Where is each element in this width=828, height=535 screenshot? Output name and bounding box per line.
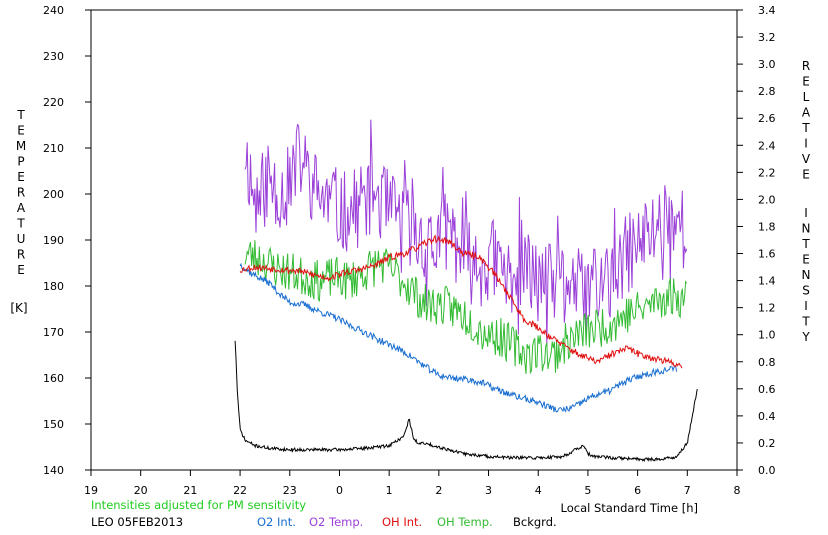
x-tick-label: 2 — [435, 484, 442, 497]
x-tick-label: 20 — [134, 484, 148, 497]
y-axis-left-letter: P — [17, 155, 24, 169]
x-tick-label: 1 — [386, 484, 393, 497]
legend-bckgrd: Bckgrd. — [513, 515, 557, 529]
y-right-tick-label: 0.2 — [758, 437, 776, 450]
y-right-tick-label: 1.4 — [758, 275, 776, 288]
y-right-tick-label: 0.4 — [758, 410, 776, 423]
x-tick-label: 0 — [336, 484, 343, 497]
y-left-tick-label: 180 — [43, 280, 64, 293]
y-axis-right-letter: E — [802, 168, 810, 182]
legend-oh-temp: OH Temp. — [437, 515, 493, 529]
y-axis-right-letter: S — [802, 284, 810, 298]
y-axis-right-letter: A — [802, 106, 811, 120]
legend-o2-int: O2 Int. — [257, 515, 296, 529]
y-left-tick-label: 150 — [43, 418, 64, 431]
legend-o2-temp: O2 Temp. — [309, 515, 363, 529]
y-axis-left-letter: T — [16, 108, 25, 122]
y-right-tick-label: 3.2 — [758, 31, 776, 44]
y-axis-right-letter: N — [802, 222, 811, 236]
y-left-tick-label: 160 — [43, 372, 64, 385]
y-right-tick-label: 2.0 — [758, 193, 776, 206]
x-axis-label: Local Standard Time [h] — [561, 501, 699, 515]
y-axis-left-letter: E — [17, 124, 25, 138]
y-axis-right-letter: E — [802, 75, 810, 89]
y-right-tick-label: 1.8 — [758, 220, 776, 233]
series-line — [239, 262, 678, 413]
x-tick-label: 8 — [734, 484, 741, 497]
x-tick-label: 4 — [535, 484, 542, 497]
x-tick-label: 7 — [684, 484, 691, 497]
x-tick-label: 22 — [233, 484, 247, 497]
y-axis-right-letter: I — [804, 206, 808, 220]
legend-oh-int: OH Int. — [382, 515, 422, 529]
series-line — [244, 240, 688, 375]
y-axis-right-letter: L — [803, 90, 810, 104]
y-axis-left-letter: R — [17, 186, 25, 200]
y-axis-right-letter: V — [802, 152, 811, 166]
y-left-tick-label: 170 — [43, 326, 64, 339]
series-line — [239, 234, 683, 369]
y-right-tick-label: 1.0 — [758, 329, 776, 342]
x-tick-label: 3 — [485, 484, 492, 497]
y-axis-right-letter: T — [801, 237, 810, 251]
y-axis-left-letter: M — [16, 139, 26, 153]
y-axis-left-letter: T — [16, 217, 25, 231]
y-right-tick-label: 2.4 — [758, 139, 776, 152]
y-axis-left-letter: U — [17, 232, 26, 246]
x-tick-label: 5 — [584, 484, 591, 497]
y-axis-right-letter: Y — [801, 330, 810, 344]
y-right-tick-label: 2.6 — [758, 112, 776, 125]
y-left-tick-label: 200 — [43, 188, 64, 201]
y-right-tick-label: 0.6 — [758, 383, 776, 396]
y-axis-right-letter: I — [804, 299, 808, 313]
y-axis-left-letter: E — [17, 263, 25, 277]
y-axis-right-letter: T — [801, 315, 810, 329]
y-axis-left: 140 150 160 170 180 190 200 210 220 230 240 — [43, 4, 91, 477]
y-right-tick-label: 3.4 — [758, 4, 776, 17]
x-tick-label: 23 — [283, 484, 297, 497]
y-right-tick-label: 3.0 — [758, 58, 776, 71]
y-axis-left-letter: A — [17, 201, 26, 215]
y-axis-right-letter: I — [804, 137, 808, 151]
y-left-tick-label: 190 — [43, 234, 64, 247]
y-axis-right-letter: N — [802, 268, 811, 282]
x-tick-label: 6 — [634, 484, 641, 497]
y-left-tick-label: 230 — [43, 50, 64, 63]
y-right-tick-label: 2.2 — [758, 166, 776, 179]
y-left-tick-label: 240 — [43, 4, 64, 17]
sensitivity-note: Intensities adjusted for PM sensitivity — [91, 498, 306, 512]
y-right-tick-label: 1.6 — [758, 248, 776, 261]
y-axis-right-letter: E — [802, 253, 810, 267]
y-left-tick-label: 140 — [43, 464, 64, 477]
x-axis: 19 20 21 22 23 0 1 2 3 4 5 6 7 8 — [84, 470, 741, 497]
y-right-tick-label: 0.8 — [758, 356, 776, 369]
y-axis-right-letter: T — [801, 121, 810, 135]
y-axis-right-letter: R — [802, 59, 810, 73]
series-line — [234, 340, 698, 463]
y-right-tick-label: 1.2 — [758, 302, 776, 315]
y-left-tick-label: 220 — [43, 96, 64, 109]
y-axis-left-unit: [K] — [10, 301, 27, 315]
x-tick-label: 19 — [84, 484, 98, 497]
y-right-tick-label: 2.8 — [758, 85, 776, 98]
y-left-tick-label: 210 — [43, 142, 64, 155]
x-tick-label: 21 — [183, 484, 197, 497]
station-date: LEO 05FEB2013 — [91, 515, 183, 529]
series-layer — [234, 119, 698, 463]
y-axis-left-letter: R — [17, 248, 25, 262]
y-axis-right: 0.0 0.2 0.4 0.6 0.8 1.0 1.2 1.4 1.6 1.8 2.0 2.2 2.4 2… — [737, 4, 776, 477]
y-right-tick-label: 0.0 — [758, 464, 776, 477]
series-line — [244, 119, 688, 347]
y-axis-left-letter: E — [17, 170, 25, 184]
